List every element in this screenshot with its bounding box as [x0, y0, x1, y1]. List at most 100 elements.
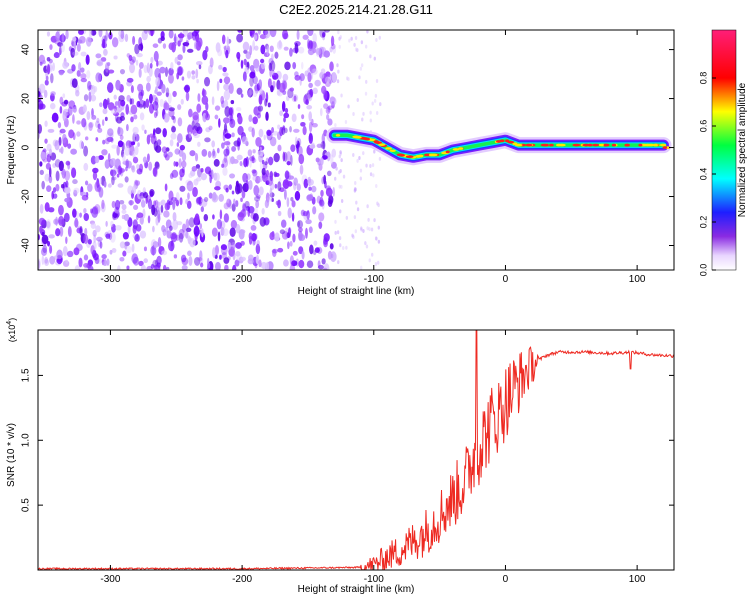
heatmap-cell: [111, 37, 119, 48]
heatmap-cell: [319, 30, 326, 38]
heatmap-cell: [267, 78, 272, 88]
heatmap-cell: [130, 104, 138, 115]
heatmap-cell: [208, 125, 213, 131]
snr-x-label: Height of straight line (km): [298, 584, 415, 595]
heatmap-cell: [218, 118, 221, 128]
heatmap-cell: [41, 231, 45, 237]
snr-frame: [37, 329, 675, 571]
heatmap-cell: [306, 194, 314, 200]
heatmap-cell: [211, 140, 216, 148]
heatmap-cell: [180, 254, 187, 263]
heatmap-cell: [71, 78, 78, 89]
heatmap-cell: [197, 93, 201, 103]
heatmap-cell: [187, 48, 194, 53]
heatmap-cell: [168, 190, 174, 202]
heatmap-cell: [223, 213, 230, 223]
heatmap-cell: [76, 70, 81, 77]
heatmap-cell: [140, 199, 146, 208]
heatmap-cell: [266, 130, 273, 141]
heatmap-cell: [95, 72, 102, 83]
heatmap-cell: [356, 158, 359, 163]
heatmap-cell: [289, 255, 294, 267]
heatmap-cell: [83, 162, 89, 171]
ridge-peak: [549, 143, 554, 147]
heatmap-cell: [346, 76, 349, 81]
heatmap-cell: [222, 131, 226, 142]
snr-y-ticks: 0.5 1.0 1.5: [21, 368, 674, 512]
heatmap-cell: [249, 30, 255, 38]
heatmap-cell: [218, 64, 223, 70]
heatmap-cell: [97, 184, 102, 193]
heatmap-cell: [125, 166, 128, 172]
heatmap-cell: [176, 66, 184, 76]
heatmap-cell: [177, 117, 183, 127]
heatmap-cell: [182, 43, 186, 54]
heatmap-cell: [55, 183, 60, 192]
heatmap-cell: [188, 256, 193, 266]
heatmap-cell: [291, 260, 298, 267]
heatmap-cell: [109, 232, 116, 243]
heatmap-cell: [67, 226, 72, 237]
y-tick-label: 0: [21, 144, 32, 150]
heatmap-cell: [287, 207, 292, 219]
heatmap-cell: [327, 105, 331, 113]
heatmap-cell: [176, 221, 183, 226]
heatmap-cell: [360, 226, 363, 231]
heatmap-cell: [187, 250, 192, 257]
heatmap-cell: [231, 241, 236, 250]
heatmap-cell: [226, 36, 230, 47]
heatmap-cell: [258, 79, 263, 90]
heatmap-cell: [371, 101, 374, 106]
heatmap-cell: [253, 34, 258, 41]
heatmap-cell: [237, 30, 243, 33]
heatmap-cell: [352, 152, 355, 157]
heatmap-cell: [242, 172, 248, 183]
heatmap-cell: [119, 241, 126, 249]
heatmap-cell: [99, 177, 103, 185]
heatmap-cell: [58, 215, 65, 227]
heatmap-cell: [241, 162, 244, 168]
heatmap-cell: [294, 190, 301, 201]
heatmap-cell: [370, 227, 374, 232]
heatmap-cell: [340, 93, 343, 98]
heatmap-cell: [325, 187, 333, 197]
heatmap-cell: [150, 263, 155, 269]
heatmap-cell: [134, 234, 140, 242]
heatmap-cell: [49, 102, 56, 110]
heatmap-cell: [276, 131, 282, 141]
heatmap-cell: [101, 119, 105, 126]
heatmap-cell: [73, 187, 80, 194]
heatmap-cell: [139, 195, 145, 201]
heatmap-cell: [87, 238, 92, 245]
heatmap-cell: [214, 114, 219, 120]
spectrogram-x-ticks: -300 -200 -100 0 100: [100, 30, 646, 285]
heatmap-cell: [96, 236, 103, 242]
heatmap-cell: [101, 199, 105, 210]
y-tick-label: 1.5: [21, 368, 32, 382]
heatmap-cell: [247, 149, 253, 157]
heatmap-cell: [175, 199, 180, 207]
heatmap-cell: [85, 36, 92, 47]
ridge-peak: [659, 143, 667, 147]
heatmap-cell: [289, 47, 293, 57]
heatmap-cell: [364, 241, 367, 246]
heatmap-cell: [51, 112, 59, 123]
heatmap-cell: [132, 35, 136, 45]
heatmap-cell: [311, 142, 315, 149]
heatmap-cell: [168, 30, 174, 39]
heatmap-cell: [294, 42, 299, 54]
heatmap-cell: [148, 66, 153, 78]
heatmap-cell: [291, 212, 295, 222]
heatmap-cell: [164, 226, 169, 233]
heatmap-cell: [236, 33, 243, 43]
heatmap-cell: [83, 212, 90, 222]
heatmap-cell: [105, 220, 108, 227]
heatmap-cell: [366, 204, 369, 209]
heatmap-cell: [286, 151, 292, 162]
heatmap-cell: [243, 58, 247, 66]
heatmap-cell: [176, 133, 183, 144]
ridge-peak: [424, 153, 430, 157]
heatmap-cell: [215, 172, 220, 182]
heatmap-cell: [185, 91, 190, 102]
heatmap-cell: [216, 147, 220, 154]
